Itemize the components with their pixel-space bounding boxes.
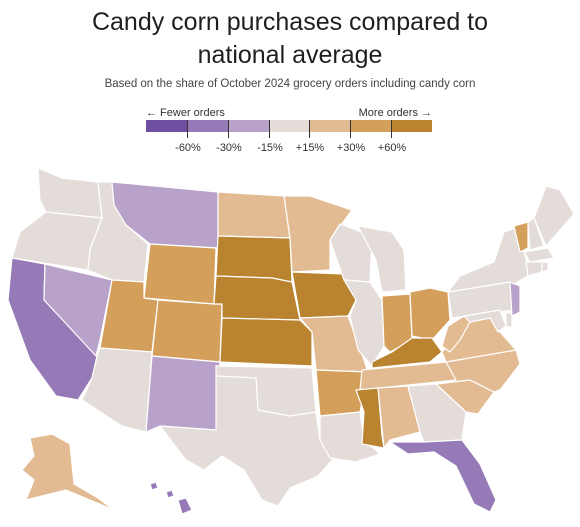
- state-WA: [37, 167, 103, 219]
- chart-title: Candy corn purchases compared to nationa…: [0, 6, 580, 72]
- chart-subtitle: Based on the share of October 2024 groce…: [104, 78, 476, 90]
- state-NV: [43, 263, 113, 357]
- state-ND: [217, 191, 291, 239]
- state-AL: [377, 385, 421, 449]
- state-TX: [159, 375, 335, 507]
- state-NJ: [509, 281, 521, 317]
- legend-tick-0: [187, 120, 188, 138]
- state-NH: [527, 217, 545, 251]
- legend-tick-label-2: -15%: [257, 142, 283, 154]
- legend-tick-label-0: -60%: [175, 142, 201, 154]
- state-IA: [291, 271, 357, 319]
- legend-tick-label-5: +60%: [377, 142, 407, 154]
- legend-swatch-3: [268, 120, 310, 132]
- state-VT: [513, 221, 529, 253]
- state-WI: [329, 223, 373, 283]
- legend-tick-4: [350, 120, 351, 138]
- legend-fewer-label: ← Fewer orders: [146, 107, 225, 119]
- state-NY: [447, 227, 529, 293]
- legend-tick-label-1: -30%: [216, 142, 242, 154]
- title-line-2: national average: [197, 41, 383, 69]
- legend-swatch-1: [186, 120, 228, 132]
- state-AK: [21, 433, 115, 511]
- legend-tick-label-3: +15%: [295, 142, 325, 154]
- title-line-1: Candy corn purchases compared to: [91, 8, 489, 36]
- state-MI: [357, 225, 407, 293]
- state-LA: [319, 411, 381, 463]
- legend-tick-label-4: +30%: [336, 142, 366, 154]
- state-MD: [463, 309, 507, 333]
- state-DE: [505, 311, 513, 329]
- legend-swatch-4: [309, 120, 351, 132]
- state-HI: [149, 481, 193, 515]
- state-SD: [215, 235, 293, 283]
- legend-swatch-6: [391, 120, 433, 132]
- legend-swatch-0: [146, 120, 187, 132]
- state-FL: [389, 439, 497, 513]
- legend-swatch-5: [350, 120, 392, 132]
- state-ME: [533, 185, 575, 247]
- legend-tick-3: [309, 120, 310, 138]
- state-WY: [143, 243, 217, 305]
- state-OH: [409, 287, 451, 341]
- legend-swatch-2: [227, 120, 269, 132]
- legend-tick-2: [269, 120, 270, 138]
- state-KS: [219, 317, 313, 367]
- state-NM: [145, 355, 221, 433]
- state-NE: [213, 275, 301, 321]
- state-CT: [525, 261, 543, 277]
- state-MN: [283, 195, 353, 273]
- state-MA: [523, 247, 555, 263]
- state-RI: [541, 261, 549, 273]
- legend-tick-5: [391, 120, 392, 138]
- legend-tick-1: [228, 120, 229, 138]
- legend-more-label: More orders →: [358, 107, 432, 119]
- legend-color-bar: [146, 120, 433, 132]
- state-KY: [371, 337, 443, 369]
- state-CO: [151, 299, 223, 363]
